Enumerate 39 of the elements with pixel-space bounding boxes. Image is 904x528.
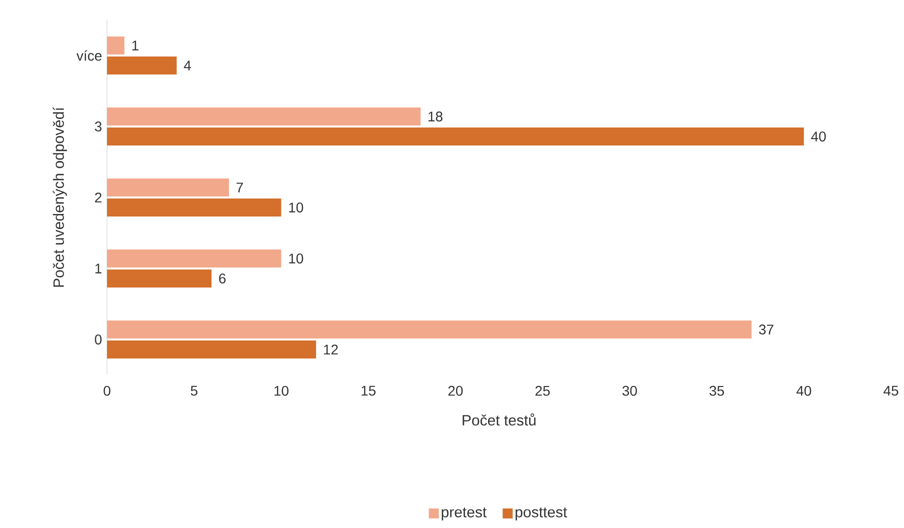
x-tick-label: 30 <box>622 386 637 396</box>
bar <box>107 56 177 75</box>
x-tick-label: 15 <box>362 386 376 396</box>
x-tick-label: 10 <box>274 386 288 396</box>
y-tick-label: 2 <box>95 192 102 202</box>
data-label: 10 <box>289 202 304 212</box>
y-tick-label: 0 <box>94 334 102 344</box>
bar <box>107 178 229 197</box>
data-label: 40 <box>811 132 826 142</box>
bar <box>107 340 316 359</box>
x-tick-label: 20 <box>448 386 463 396</box>
x-tick-label: 5 <box>190 386 198 396</box>
data-label: 37 <box>759 324 774 334</box>
data-label: 1 <box>132 40 138 50</box>
legend-label: posttest <box>516 508 568 520</box>
data-label: 4 <box>184 60 191 70</box>
bar <box>107 198 282 217</box>
x-tick-label: 45 <box>884 386 898 396</box>
legend-label: pretest <box>442 508 487 520</box>
data-label: 7 <box>236 182 243 192</box>
x-tick-label: 0 <box>104 386 110 396</box>
data-label: 6 <box>219 274 226 284</box>
bar <box>107 108 421 126</box>
data-label: 10 <box>289 254 304 264</box>
data-label: 12 <box>324 344 338 354</box>
bar <box>107 320 752 339</box>
data-label: 18 <box>428 112 442 122</box>
y-tick-label: 3 <box>94 122 102 132</box>
bar <box>107 128 804 146</box>
bar <box>107 270 212 288</box>
x-tick-label: 35 <box>710 386 724 396</box>
x-tick-label: 40 <box>796 386 812 396</box>
x-axis-title: Počet testů <box>462 413 536 426</box>
y-tick-label: více <box>76 50 102 61</box>
y-axis-title: Počet uvedených odpovědí <box>52 107 67 287</box>
y-tick-label: 1 <box>95 264 102 274</box>
bar <box>107 36 124 55</box>
x-tick-label: 25 <box>535 386 550 396</box>
bar <box>107 250 282 268</box>
